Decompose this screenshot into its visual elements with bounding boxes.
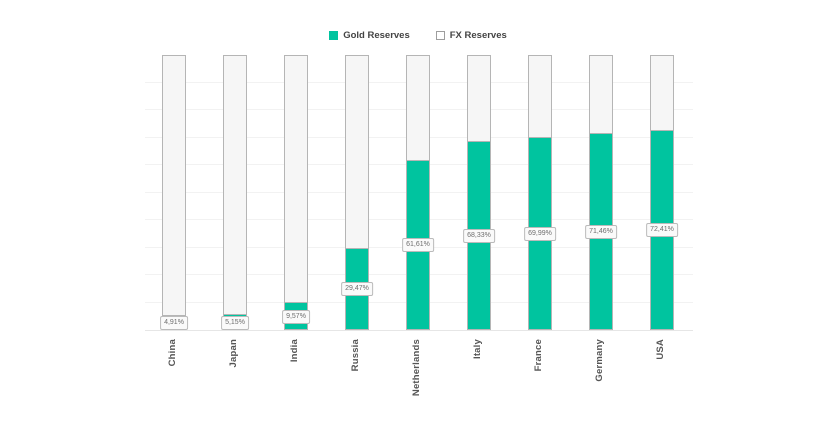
category-label-france: France [533,339,544,372]
category-label-usa: USA [655,339,666,360]
fx-reserves-segment[interactable] [224,56,246,315]
fx-reserves-segment[interactable] [285,56,307,303]
category-label-india: India [289,339,300,363]
fx-reserves-segment[interactable] [163,56,185,316]
fx-reserves-segment[interactable] [468,56,490,143]
fx-reserves-segment[interactable] [590,56,612,134]
bar-france[interactable] [528,55,552,330]
data-label-japan: 5,15% [221,315,249,330]
category-label-russia: Russia [350,339,361,372]
x-axis-line [145,330,693,331]
bar-italy[interactable] [467,55,491,330]
data-label-china: 4,91% [160,316,188,331]
legend-item-gold-reserves[interactable]: Gold Reserves [329,30,410,41]
gold-series-swatch-icon [329,30,339,40]
fx-reserves-segment[interactable] [407,56,429,161]
bar-netherlands[interactable] [406,55,430,330]
bar-germany[interactable] [589,55,613,330]
fx-reserves-segment[interactable] [346,56,368,249]
legend-label-fx: FX Reserves [449,29,507,41]
legend: Gold Reserves FX Reserves [0,28,836,42]
data-label-usa: 72,41% [646,223,678,238]
data-label-russia: 29,47% [341,282,373,297]
category-label-china: China [167,339,178,367]
fx-reserves-segment[interactable] [651,56,673,132]
category-label-italy: Italy [472,339,483,360]
data-label-netherlands: 61,61% [402,238,434,253]
bar-china[interactable] [162,55,186,330]
data-label-italy: 68,33% [463,229,495,244]
bar-india[interactable] [284,55,308,330]
plot-area: 4,91% China 5,15% Japan 9,57% India 29,47% Russ… [145,55,693,396]
legend-label-gold: Gold Reserves [343,29,410,41]
category-label-netherlands: Netherlands [411,339,422,397]
data-label-france: 69,99% [524,226,556,241]
bar-usa[interactable] [650,55,674,330]
legend-item-fx-reserves[interactable]: FX Reserves [435,29,507,41]
data-label-germany: 71,46% [585,224,617,239]
category-label-germany: Germany [594,339,605,382]
fx-series-swatch-icon [435,30,445,40]
category-label-japan: Japan [228,339,239,368]
data-label-india: 9,57% [282,309,310,324]
bar-japan[interactable] [223,55,247,330]
fx-reserves-segment[interactable] [529,56,551,138]
